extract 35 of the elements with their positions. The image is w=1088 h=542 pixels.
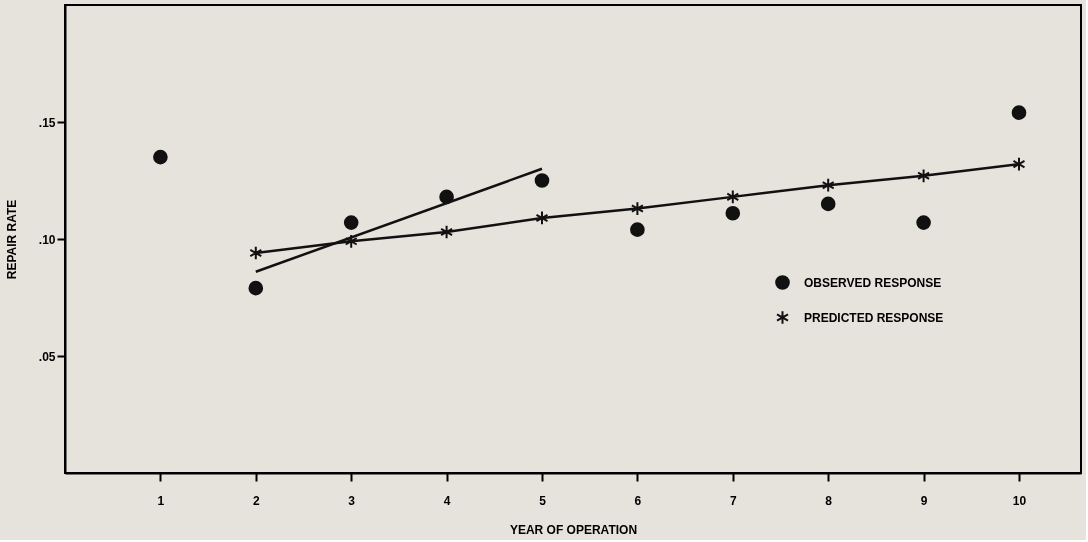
x-tick-label: 6 <box>634 493 642 508</box>
x-tick-label: 1 <box>157 493 165 508</box>
point <box>535 210 549 226</box>
x-tick-label: 4 <box>443 493 451 508</box>
x-axis-title: YEAR OF OPERATION <box>509 522 638 537</box>
y-tick-label: .15 <box>38 115 56 130</box>
point <box>249 245 263 261</box>
point <box>630 222 645 237</box>
x-tick-label: 7 <box>729 493 737 508</box>
point <box>153 149 168 165</box>
point <box>726 189 740 205</box>
x-tick-label: 10 <box>1012 493 1027 508</box>
point <box>343 215 359 230</box>
point <box>821 177 835 193</box>
point <box>917 168 931 184</box>
x-tick-label: 9 <box>920 493 928 508</box>
x-tick-label: 8 <box>825 493 833 508</box>
point <box>534 173 550 188</box>
point <box>248 280 264 296</box>
y-tick-label: .10 <box>38 232 56 247</box>
point <box>820 196 836 212</box>
x-tick-label: 2 <box>252 493 260 508</box>
point <box>630 201 644 216</box>
legend-label: OBSERVED RESPONSE <box>804 275 942 290</box>
legend-label: PREDICTED RESPONSE <box>804 310 944 325</box>
point <box>440 224 454 240</box>
x-tick-label: 3 <box>348 493 356 508</box>
point <box>344 234 358 249</box>
point <box>725 205 741 221</box>
y-axis-title: REPAIR RATE <box>4 199 19 280</box>
point <box>1011 105 1027 120</box>
point <box>916 215 931 230</box>
y-tick-label: .05 <box>38 349 56 364</box>
x-tick-label: 5 <box>539 493 547 508</box>
point <box>1012 156 1026 172</box>
